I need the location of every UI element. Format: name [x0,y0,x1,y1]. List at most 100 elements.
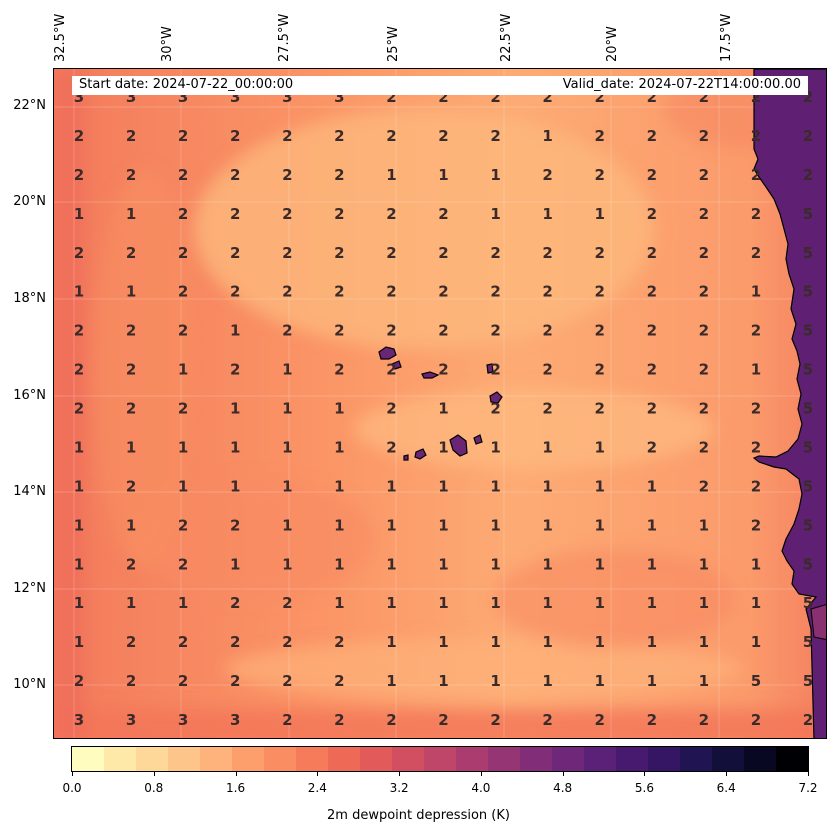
map-value-label: 1 [230,477,240,495]
map-value-label: 2 [490,283,500,301]
map-value-label: 2 [178,244,188,262]
africa-landmass [752,69,826,738]
map-value-label: 2 [386,361,396,379]
colorbar-segment [104,747,136,771]
map-value-label: 2 [594,322,604,340]
map-value-label: 1 [594,555,604,573]
colorbar-segment [616,747,648,771]
map-value-label: 2 [386,283,396,301]
map-value-label: 2 [594,244,604,262]
map-value-label: 1 [74,633,84,651]
map-value-label: 1 [490,672,500,690]
map-value-label: 1 [438,477,448,495]
colorbar-tick-mark [399,772,401,776]
map-value-label: 1 [230,555,240,573]
map-value-label: 2 [126,633,136,651]
map-value-label: 1 [594,516,604,534]
latitude-label: 20°N [13,194,46,209]
colorbar-segment [424,747,456,771]
map-value-label: 2 [282,127,292,145]
longitude-label: 17.5°W [719,13,734,62]
map-value-label: 2 [647,127,657,145]
map-value-label: 2 [542,88,552,106]
colorbar-segment [200,747,232,771]
map-value-label: 2 [751,166,761,184]
map-value-label: 1 [178,594,188,612]
map-value-label: 2 [386,88,396,106]
map-value-label: 2 [438,361,448,379]
map-value-label: 2 [438,322,448,340]
map-value-label: 1 [126,205,136,223]
dewpoint-map: 3 3 3 3 2 2 2 2 2 2 2 2 2 2 2 2 2 2 2 2 2 1 1 1 1 1 1 1 5 5 1 2 2 2 2 2 1 1 1 1… [53,68,827,739]
map-value-label: 1 [282,555,292,573]
map-value-label: 2 [438,244,448,262]
map-value-label: 2 [751,711,761,729]
map-value-label: 1 [386,516,396,534]
map-value-label: 1 [438,438,448,456]
map-value-label: 2 [126,166,136,184]
map-value-label: 2 [699,438,709,456]
map-value-label: 1 [647,516,657,534]
map-value-label: 2 [438,127,448,145]
colorbar-tick-mark [644,772,646,776]
map-value-label: 2 [230,594,240,612]
map-value-label: 5 [803,516,813,534]
map-value-label: 3 [74,88,84,106]
map-value-label: 1 [386,477,396,495]
latitude-label: 14°N [13,484,46,499]
map-value-label: 2 [542,711,552,729]
colorbar [71,746,809,772]
latitude-label: 22°N [13,98,46,113]
map-value-label: 1 [74,477,84,495]
map-value-label: 2 [594,166,604,184]
map-value-label: 1 [751,361,761,379]
map-value-label: 2 [74,400,84,418]
map-value-label: 2 [438,205,448,223]
colorbar-segment [744,747,776,771]
map-value-label: 2 [490,322,500,340]
map-value-label: 1 [230,400,240,418]
map-value-label: 2 [647,205,657,223]
cape-verde-islands [378,346,503,461]
map-value-label: 1 [699,516,709,534]
map-value-label: 1 [438,672,448,690]
map-value-label: 5 [803,205,813,223]
map-value-label: 2 [542,166,552,184]
map-value-label: 2 [230,205,240,223]
colorbar-tick-label: 0.0 [62,781,82,795]
map-value-label: 1 [74,205,84,223]
map-value-label: 1 [334,477,344,495]
longitude-label: 20°W [605,26,620,62]
map-value-label: 1 [126,283,136,301]
map-value-label: 5 [803,361,813,379]
map-value-label: 2 [542,400,552,418]
map-value-label: 2 [699,711,709,729]
map-value-label: 1 [542,516,552,534]
map-value-label: 2 [126,322,136,340]
map-value-label: 2 [699,361,709,379]
map-value-label: 2 [386,322,396,340]
map-value-label: 2 [751,244,761,262]
map-value-label: 2 [386,400,396,418]
map-value-label: 1 [74,555,84,573]
map-value-label: 1 [490,516,500,534]
map-value-label: 1 [542,672,552,690]
colorbar-tick-mark [808,772,809,776]
map-value-label: 1 [490,438,500,456]
colorbar-segment [712,747,744,771]
map-value-label: 2 [803,127,813,145]
valid-date-text: Valid_date: 2024-07-22T14:00:00.00 [562,77,801,92]
map-value-label: 5 [803,594,813,612]
map-value-label: 2 [334,205,344,223]
map-value-label: 2 [74,672,84,690]
map-value-label: 2 [334,244,344,262]
map-value-label: 1 [126,438,136,456]
map-value-label: 2 [647,438,657,456]
map-value-label: 1 [594,205,604,223]
map-value-label: 1 [386,633,396,651]
map-value-label: 1 [334,400,344,418]
longitude-label: 22.5°W [499,13,514,62]
map-value-label: 1 [386,555,396,573]
map-value-label: 2 [282,594,292,612]
map-value-label: 2 [386,244,396,262]
